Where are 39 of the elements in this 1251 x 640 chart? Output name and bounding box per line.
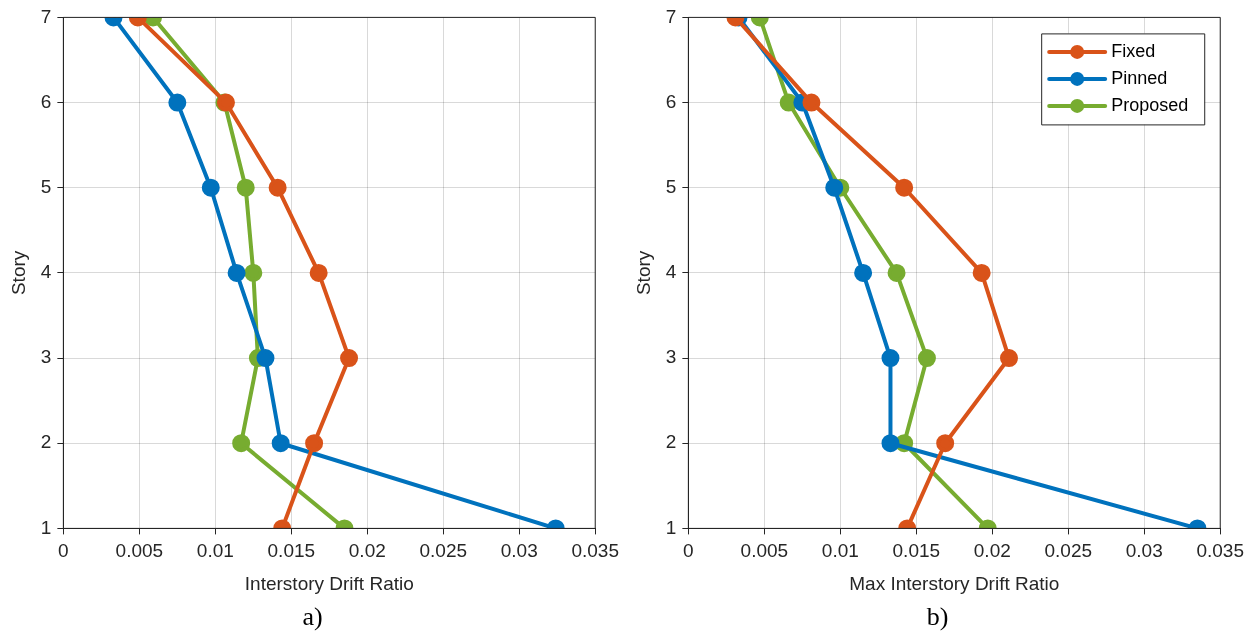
x-tick-label: 0.025 [419, 540, 468, 562]
y-tick-label: 6 [665, 90, 677, 112]
x-tick-label: 0.02 [973, 540, 1011, 562]
x-tick-label: 0.015 [267, 540, 316, 562]
y-tick-label: 2 [40, 431, 52, 453]
x-tick-label: 0.03 [1125, 540, 1163, 562]
y-axis-title: Story [7, 250, 29, 296]
y-tick-label: 1 [40, 516, 52, 538]
x-tick-label: 0 [683, 540, 694, 562]
text: b) [926, 601, 949, 633]
x-tick-label: 0.01 [821, 540, 859, 562]
y-tick-label: 5 [40, 175, 52, 197]
x-tick-label: 0.035 [571, 540, 619, 562]
x-tick-label: 0.005 [740, 540, 789, 562]
legend-label: Fixed [1111, 40, 1156, 61]
y-tick-label: 2 [665, 431, 677, 453]
x-axis-title: Max Interstory Drift Ratio [849, 572, 1060, 594]
y-tick-label: 3 [665, 346, 677, 368]
legend-label: Proposed [1111, 94, 1189, 115]
text: a) [302, 601, 323, 633]
x-tick-label: 0 [58, 540, 69, 562]
x-tick-label: 0.015 [892, 540, 941, 562]
legend-label: Pinned [1111, 67, 1168, 88]
y-tick-label: 4 [40, 261, 52, 283]
x-tick-label: 0.005 [115, 540, 164, 562]
y-tick-label: 7 [40, 5, 52, 27]
y-tick-label: 3 [40, 346, 52, 368]
x-tick-label: 0.035 [1196, 540, 1244, 562]
y-axis-title: Story [632, 250, 654, 296]
x-tick-label: 0.01 [196, 540, 234, 562]
x-axis-title: Interstory Drift Ratio [244, 572, 414, 594]
y-tick-label: 7 [665, 5, 677, 27]
y-tick-label: 6 [40, 90, 52, 112]
y-tick-label: 1 [665, 516, 677, 538]
y-tick-label: 4 [665, 261, 677, 283]
x-tick-label: 0.02 [348, 540, 386, 562]
x-tick-label: 0.025 [1044, 540, 1093, 562]
y-tick-label: 5 [665, 175, 677, 197]
x-tick-label: 0.03 [500, 540, 538, 562]
